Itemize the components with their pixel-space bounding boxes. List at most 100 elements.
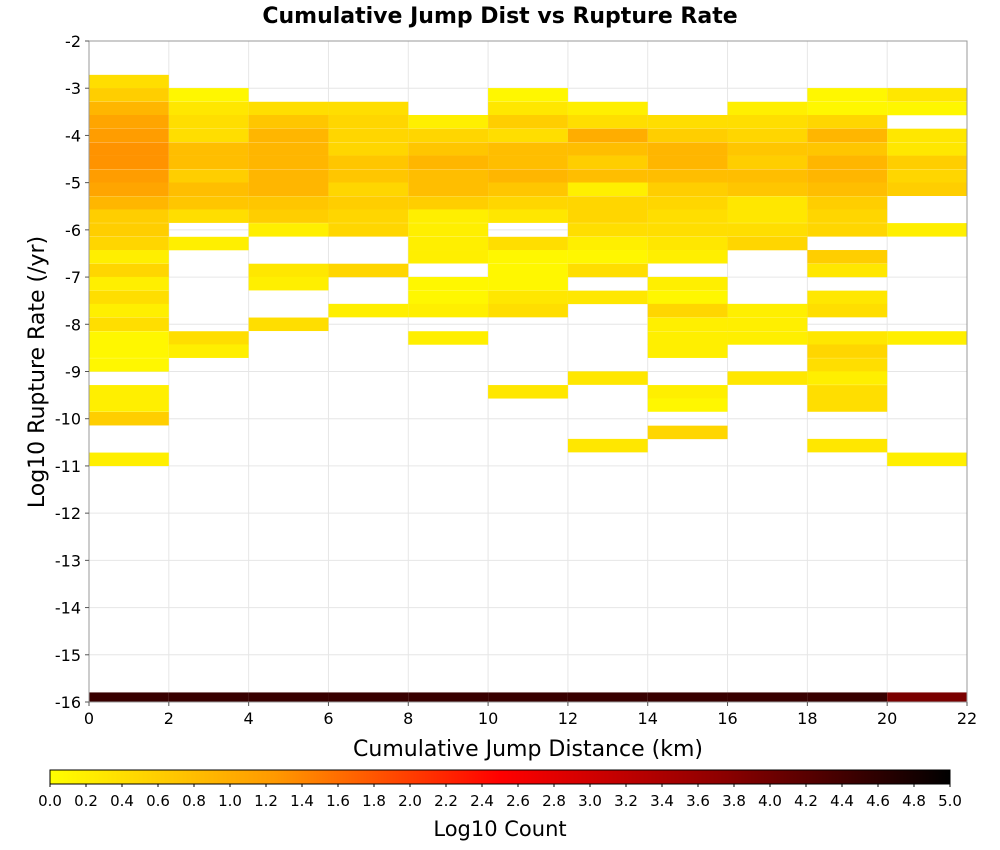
heatmap-cell [248,692,329,702]
heatmap-cell [727,692,808,702]
colorbar-tick-label: 4.0 [758,792,782,810]
heatmap-cell [887,331,967,345]
heatmap-cell [647,303,728,318]
y-tick-label: -11 [55,457,81,476]
heatmap-cell [647,344,728,358]
heatmap-cell [727,223,808,237]
heatmap-cell [807,358,888,372]
heatmap-cell [408,182,489,196]
heatmap-cell [807,223,888,237]
heatmap-cell [567,250,648,264]
heatmap-cell [89,344,169,358]
heatmap-cell [488,692,568,702]
heatmap-cell [887,88,967,102]
heatmap-cell [328,142,409,156]
heatmap-cell [647,155,728,170]
x-tick-label: 12 [558,709,578,728]
heatmap-cell [647,236,728,251]
colorbar-tick-label: 1.6 [326,792,350,810]
heatmap-cell [647,290,728,305]
heatmap-cell [807,371,888,385]
heatmap-cell [89,209,169,223]
heatmap-cell [89,236,169,251]
heatmap-cell [647,331,728,345]
heatmap-cell [408,155,489,170]
heatmap-cell [408,236,489,251]
y-tick-label: -9 [65,363,81,382]
heatmap-cell [89,276,169,291]
y-axis-label: Log10 Rupture Rate (/yr) [25,236,50,508]
colorbar-tick-label: 4.4 [830,792,854,810]
heatmap-cell [887,223,967,237]
heatmap-cell [647,128,728,143]
heatmap-cell [89,101,169,116]
heatmap-cell [727,317,808,332]
colorbar-tick-label: 1.2 [254,792,278,810]
heatmap-cell [727,371,808,385]
heatmap-cell [807,250,888,264]
colorbar-label: Log10 Count [433,817,566,841]
heatmap-cell [168,209,249,223]
y-tick-label: -8 [65,315,81,334]
heatmap-cell [89,358,169,372]
heatmap-cell [168,114,249,129]
y-tick-label: -12 [55,504,81,523]
heatmap-cell [408,290,489,305]
heatmap-cell [727,196,808,210]
heatmap-cell [887,169,967,183]
heatmap-cell [727,303,808,318]
heatmap-cell [647,398,728,412]
heatmap-cell [89,331,169,345]
heatmap-cell [248,142,329,156]
heatmap-cell [168,155,249,170]
heatmap-cell [647,114,728,129]
heatmap-cell [408,223,489,237]
heatmap-cell [488,142,568,156]
heatmap-cell [488,209,568,223]
heatmap-cell [567,692,648,702]
heatmap-cell [408,692,489,702]
heatmap-cell [248,317,329,332]
heatmap-cell [408,169,489,183]
heatmap-cell [488,385,568,399]
heatmap-cell [727,114,808,129]
heatmap-cell [248,209,329,223]
colorbar-tick-label: 4.8 [902,792,926,810]
heatmap-cell [807,344,888,358]
heatmap-cell [248,128,329,143]
heatmap-cell [89,303,169,318]
heatmap-cell [168,128,249,143]
heatmap-cell [488,88,568,102]
heatmap-cell [89,250,169,264]
y-tick-label: -3 [65,79,81,98]
heatmap-cell [807,692,888,702]
heatmap-cell [807,169,888,183]
colorbar-tick-label: 3.4 [650,792,674,810]
colorbar [49,769,951,785]
heatmap-cell [89,74,169,89]
heatmap-cell [89,398,169,412]
heatmap-cell [89,317,169,332]
heatmap-cell [248,276,329,291]
heatmap-cell [647,142,728,156]
heatmap-cell [807,290,888,305]
y-tick-label: -4 [65,126,81,145]
heatmap-cell [807,303,888,318]
heatmap-cell [89,88,169,102]
chart-title: Cumulative Jump Dist vs Rupture Rate [262,4,737,29]
colorbar-tick-label: 4.6 [866,792,890,810]
heatmap-cell [727,155,808,170]
y-tick-label: -10 [55,410,81,429]
x-tick-label: 6 [323,709,333,728]
heatmap-cell [807,114,888,129]
heatmap-cell [168,169,249,183]
heatmap-cell [328,101,409,116]
heatmap-cell [168,344,249,358]
x-tick-label: 2 [164,709,174,728]
heatmap-cell [488,155,568,170]
heatmap-cell [647,317,728,332]
heatmap-cell [647,209,728,223]
heatmap-cell [567,438,648,453]
heatmap-cell [248,223,329,237]
